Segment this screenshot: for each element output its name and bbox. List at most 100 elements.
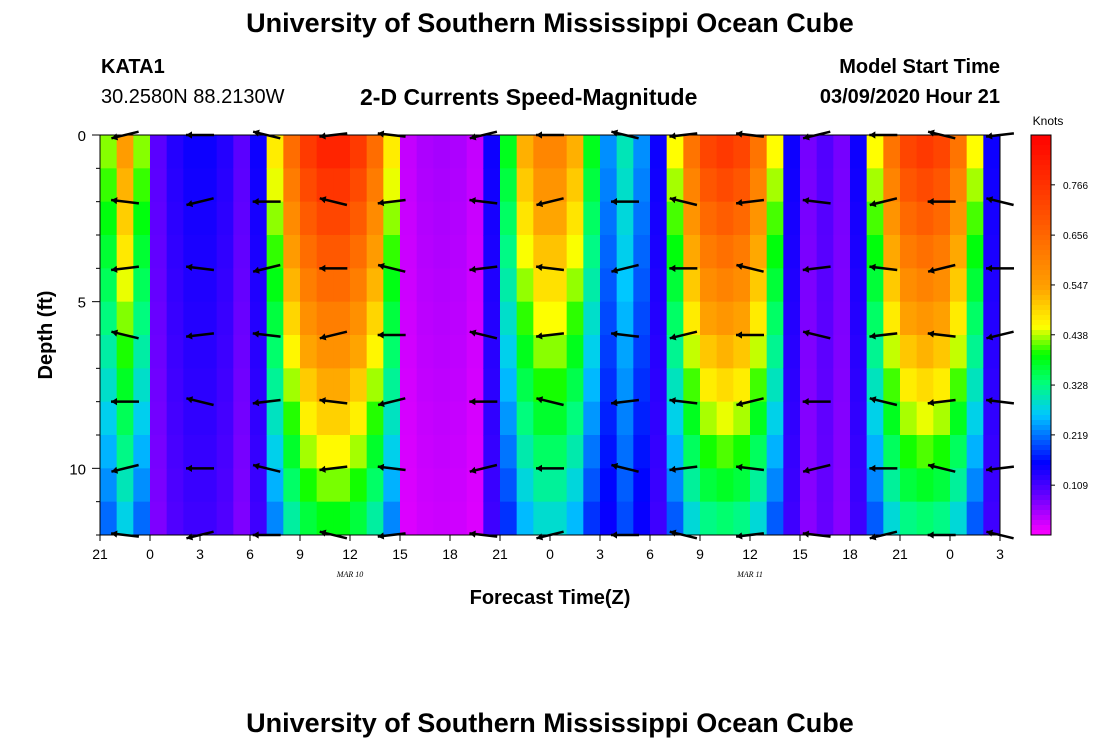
heatmap-cell (966, 268, 984, 303)
heatmap-cell (700, 368, 718, 403)
heatmap-cell (200, 401, 218, 436)
heatmap-cell (616, 135, 634, 169)
heatmap-cell (500, 301, 518, 336)
heatmap-cell (966, 335, 984, 369)
heatmap-cell (666, 335, 684, 369)
heatmap-cell (950, 468, 968, 503)
heatmap-cell (716, 435, 734, 469)
heatmap-cell (500, 335, 518, 369)
heatmap-cell (883, 435, 901, 469)
heatmap-cell (950, 401, 968, 436)
station-id: KATA1 (101, 56, 165, 78)
heatmap-cell (700, 168, 718, 203)
heatmap-cell (650, 201, 668, 236)
heatmap-cell (300, 368, 318, 403)
heatmap-cell (466, 401, 484, 436)
heatmap-cell (933, 501, 951, 536)
heatmap-cell (350, 168, 368, 203)
heatmap-cell (866, 401, 884, 436)
heatmap-cell (633, 401, 651, 436)
heatmap-cell (316, 368, 334, 403)
heatmap-cell (616, 301, 634, 336)
heatmap-cell (650, 235, 668, 269)
heatmap-cell (650, 168, 668, 203)
current-vector (469, 197, 498, 205)
heatmap-cell (100, 368, 118, 403)
heatmap-cell (300, 168, 318, 203)
heatmap-cell (716, 201, 734, 236)
heatmap-cell (300, 435, 318, 469)
heatmap-cell (566, 201, 584, 236)
heatmap-cell (566, 301, 584, 336)
heatmap-cell (166, 268, 184, 303)
heatmap-cell (833, 135, 851, 169)
x-tick-label: 21 (492, 546, 508, 562)
heatmap-cell (200, 235, 218, 269)
heatmap-cell (400, 235, 418, 269)
heatmap-cell (966, 201, 984, 236)
heatmap-cell (450, 368, 468, 403)
heatmap-cell (100, 235, 118, 269)
heatmap-cell (133, 168, 151, 203)
heatmap-cell (983, 135, 1001, 169)
heatmap-cell (433, 435, 451, 469)
heatmap-cell (683, 401, 701, 436)
heatmap-cell (616, 368, 634, 403)
heatmap-cell (183, 335, 201, 369)
current-vector (802, 398, 831, 406)
heatmap-cell (916, 401, 934, 436)
heatmap-cell (100, 168, 118, 203)
heatmap-cell (600, 135, 618, 169)
heatmap-cell (850, 301, 868, 336)
heatmap-cell (700, 435, 718, 469)
heatmap-cell (933, 268, 951, 303)
x-tick-label: 3 (196, 546, 204, 562)
heatmap-cell (800, 368, 818, 403)
heatmap-cell (383, 435, 401, 469)
heatmap-cell (733, 401, 751, 436)
heatmap-cell (816, 301, 834, 336)
colorbar-tick-label: 0.766 (1063, 181, 1088, 192)
heatmap-cell (833, 368, 851, 403)
heatmap-cell (300, 135, 318, 169)
heatmap-cell (350, 335, 368, 369)
heatmap-cell (833, 335, 851, 369)
heatmap-cell (150, 501, 168, 536)
x-tick-label: 9 (296, 546, 304, 562)
heatmap-cell (400, 168, 418, 203)
heatmap-cell (800, 168, 818, 203)
heatmap-cell (350, 268, 368, 303)
heatmap-cell (466, 435, 484, 469)
heatmap-cell (150, 235, 168, 269)
heatmap-cell (400, 401, 418, 436)
heatmap-cell (316, 201, 334, 236)
heatmap-cell (200, 368, 218, 403)
heatmap-cell (966, 135, 984, 169)
heatmap-cell (833, 168, 851, 203)
heatmap-cell (600, 235, 618, 269)
current-vector (319, 397, 348, 405)
heatmap-cell (333, 368, 351, 403)
heatmap-cell (216, 435, 234, 469)
heatmap-cell (100, 435, 118, 469)
heatmap-cell (183, 268, 201, 303)
heatmap-cell (950, 135, 968, 169)
heatmap-cell (616, 435, 634, 469)
heatmap-cell (650, 268, 668, 303)
heatmap-cell (283, 135, 301, 169)
heatmap-cell (933, 201, 951, 236)
heatmap-cell (650, 368, 668, 403)
heatmap-cell (333, 468, 351, 503)
heatmap-cell (666, 135, 684, 169)
heatmap-cell (300, 468, 318, 503)
heatmap-cell (816, 368, 834, 403)
heatmap-cell (800, 235, 818, 269)
heatmap-cell (433, 168, 451, 203)
current-vector (252, 330, 281, 338)
heatmap-cell (516, 201, 534, 236)
heatmap-cell (400, 301, 418, 336)
heatmap-cell (733, 168, 751, 203)
heatmap-cell (200, 435, 218, 469)
current-vector (927, 198, 956, 206)
heatmap-cell (850, 501, 868, 536)
